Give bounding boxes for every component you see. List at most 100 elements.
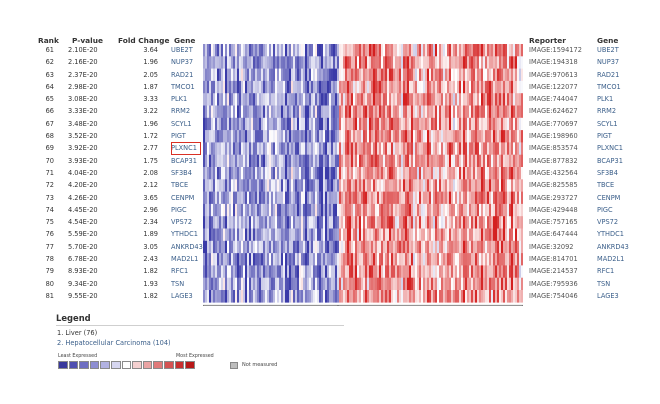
gene-cell[interactable]: SCYL1 [171,119,192,128]
gene-right-cell[interactable]: TMCO1 [597,82,621,91]
heatmap-cell [389,130,391,143]
gene-cell[interactable]: ANKRD43 [171,242,203,251]
heatmap-cell [355,68,357,82]
gene-right-cell[interactable]: UBE2T [597,46,619,54]
gene-right-cell[interactable]: RFC1 [597,267,615,276]
reporter-cell[interactable]: IMAGE:32092 [529,242,574,251]
gene-cell[interactable]: TMCO1 [171,82,195,91]
reporter-cell[interactable]: IMAGE:757165 [529,218,578,227]
reporter-cell[interactable]: IMAGE:770697 [529,119,578,128]
gene-right-cell[interactable]: ANKRD43 [597,242,629,251]
gene-cell[interactable]: RRM2 [171,107,191,116]
reporter-cell[interactable]: IMAGE:647444 [529,230,578,239]
gene-right-cell[interactable]: PIGC [597,205,613,214]
group-bar-1[interactable] [203,304,338,306]
heatmap-cell [341,154,343,168]
fold-change-header[interactable]: Fold Change [118,36,170,45]
heatmap-cell [489,44,491,57]
reporter-cell[interactable]: IMAGE:1594172 [529,46,582,54]
reporter-cell[interactable]: IMAGE:814701 [529,255,578,264]
gene-right-cell[interactable]: MAD2L1 [597,255,625,264]
heatmap-cell [455,265,457,278]
gene-right-cell[interactable]: BCAP31 [597,156,623,165]
gene-right-cell[interactable]: PIGT [597,132,612,141]
legend-item-liver[interactable]: 1. Liver (76) [57,329,98,337]
reporter-cell[interactable]: IMAGE:795936 [529,279,578,288]
reporter-cell[interactable]: IMAGE:198960 [529,132,578,141]
gene-cell[interactable]: LAGE3 [171,291,193,300]
reporter-cell[interactable]: IMAGE:194318 [529,58,578,67]
gene-cell[interactable]: TSN [171,279,185,288]
reporter-cell[interactable]: IMAGE:825585 [529,181,578,190]
gene-cell[interactable]: MAD2L1 [171,255,199,264]
heatmap-cell [475,130,477,143]
gene-cell[interactable]: PIGT [171,132,186,141]
group-bar-2[interactable] [338,304,523,306]
heatmap-cell [343,240,345,254]
reporter-cell[interactable]: IMAGE:877832 [529,156,578,165]
heatmap-cell [507,68,509,82]
heatmap-cell [279,179,281,192]
gene-right-cell[interactable]: NUP37 [597,58,620,67]
heatmap-cell [213,290,215,303]
reporter-cell[interactable]: IMAGE:624627 [529,107,578,116]
gene-cell[interactable]: YTHDC1 [171,230,198,239]
heatmap-cell [519,277,521,291]
gene-right-cell[interactable]: VPS72 [597,218,619,227]
gene-cell[interactable]: PLK1 [171,95,188,104]
legend-item-hcc[interactable]: 2. Hepatocellular Carcinoma (104) [57,339,171,347]
gene-cell[interactable]: PLXNC1 [171,142,201,155]
gene-right-cell[interactable]: PLXNC1 [597,144,623,153]
heatmap-cell [241,216,243,229]
reporter-cell[interactable]: IMAGE:754046 [529,291,578,300]
gene-right-cell[interactable]: RRM2 [597,107,617,116]
gene-right-cell[interactable]: SF3B4 [597,168,618,177]
gene-right-cell[interactable]: YTHDC1 [597,230,624,239]
gene-right-cell[interactable]: LAGE3 [597,291,619,300]
gene-right-cell[interactable]: SCYL1 [597,119,618,128]
heatmap-cell [449,154,451,168]
reporter-cell[interactable]: IMAGE:122077 [529,82,578,91]
heatmap-cell [383,240,385,254]
gene-right-header[interactable]: Gene [597,36,619,45]
gene-cell[interactable]: TBCE [171,181,189,190]
gene-right-cell[interactable]: PLK1 [597,95,614,104]
heatmap-cell [521,290,523,303]
reporter-cell[interactable]: IMAGE:970613 [529,70,578,79]
gene-cell[interactable]: RFC1 [171,267,189,276]
gene-cell[interactable]: UBE2T [171,46,193,54]
gene-cell[interactable]: NUP37 [171,58,194,67]
rank-header[interactable]: Rank [38,36,59,45]
gene-cell[interactable]: CENPM [171,193,195,202]
reporter-cell[interactable]: IMAGE:432564 [529,168,578,177]
fold-change-cell: 1.89 [143,230,158,239]
gene-header[interactable]: Gene [174,36,196,45]
gene-right-cell[interactable]: RAD21 [597,70,620,79]
gene-right-cell[interactable]: TSN [597,279,611,288]
heatmap-cell [467,142,469,155]
heatmap-cell [213,265,215,278]
gene-cell[interactable]: SF3B4 [171,168,192,177]
reporter-cell[interactable]: IMAGE:744047 [529,95,578,104]
heatmap-cell [375,130,377,143]
reporter-cell[interactable]: IMAGE:214537 [529,267,578,276]
gene-right-cell[interactable]: TBCE [597,181,615,190]
heatmap-cell [363,56,365,69]
gene-cell[interactable]: PIGC [171,205,187,214]
gene-cell[interactable]: VPS72 [171,218,193,227]
gene-cell[interactable]: BCAP31 [171,156,197,165]
reporter-cell[interactable]: IMAGE:293727 [529,193,578,202]
gene-cell[interactable]: RAD21 [171,70,194,79]
heatmap-cell [469,253,471,266]
pvalue-header[interactable]: P-value [72,36,103,45]
reporter-header[interactable]: Reporter [529,36,566,45]
heatmap-cell [425,228,427,242]
heatmap-cell [207,216,209,229]
heatmap-cell [329,216,331,229]
heatmap-cell [385,93,387,106]
gene-right-cell[interactable]: CENPM [597,193,621,202]
heatmap-cell [211,240,213,254]
heatmap-cell [281,68,283,82]
reporter-cell[interactable]: IMAGE:853574 [529,144,578,153]
reporter-cell[interactable]: IMAGE:429448 [529,205,578,214]
